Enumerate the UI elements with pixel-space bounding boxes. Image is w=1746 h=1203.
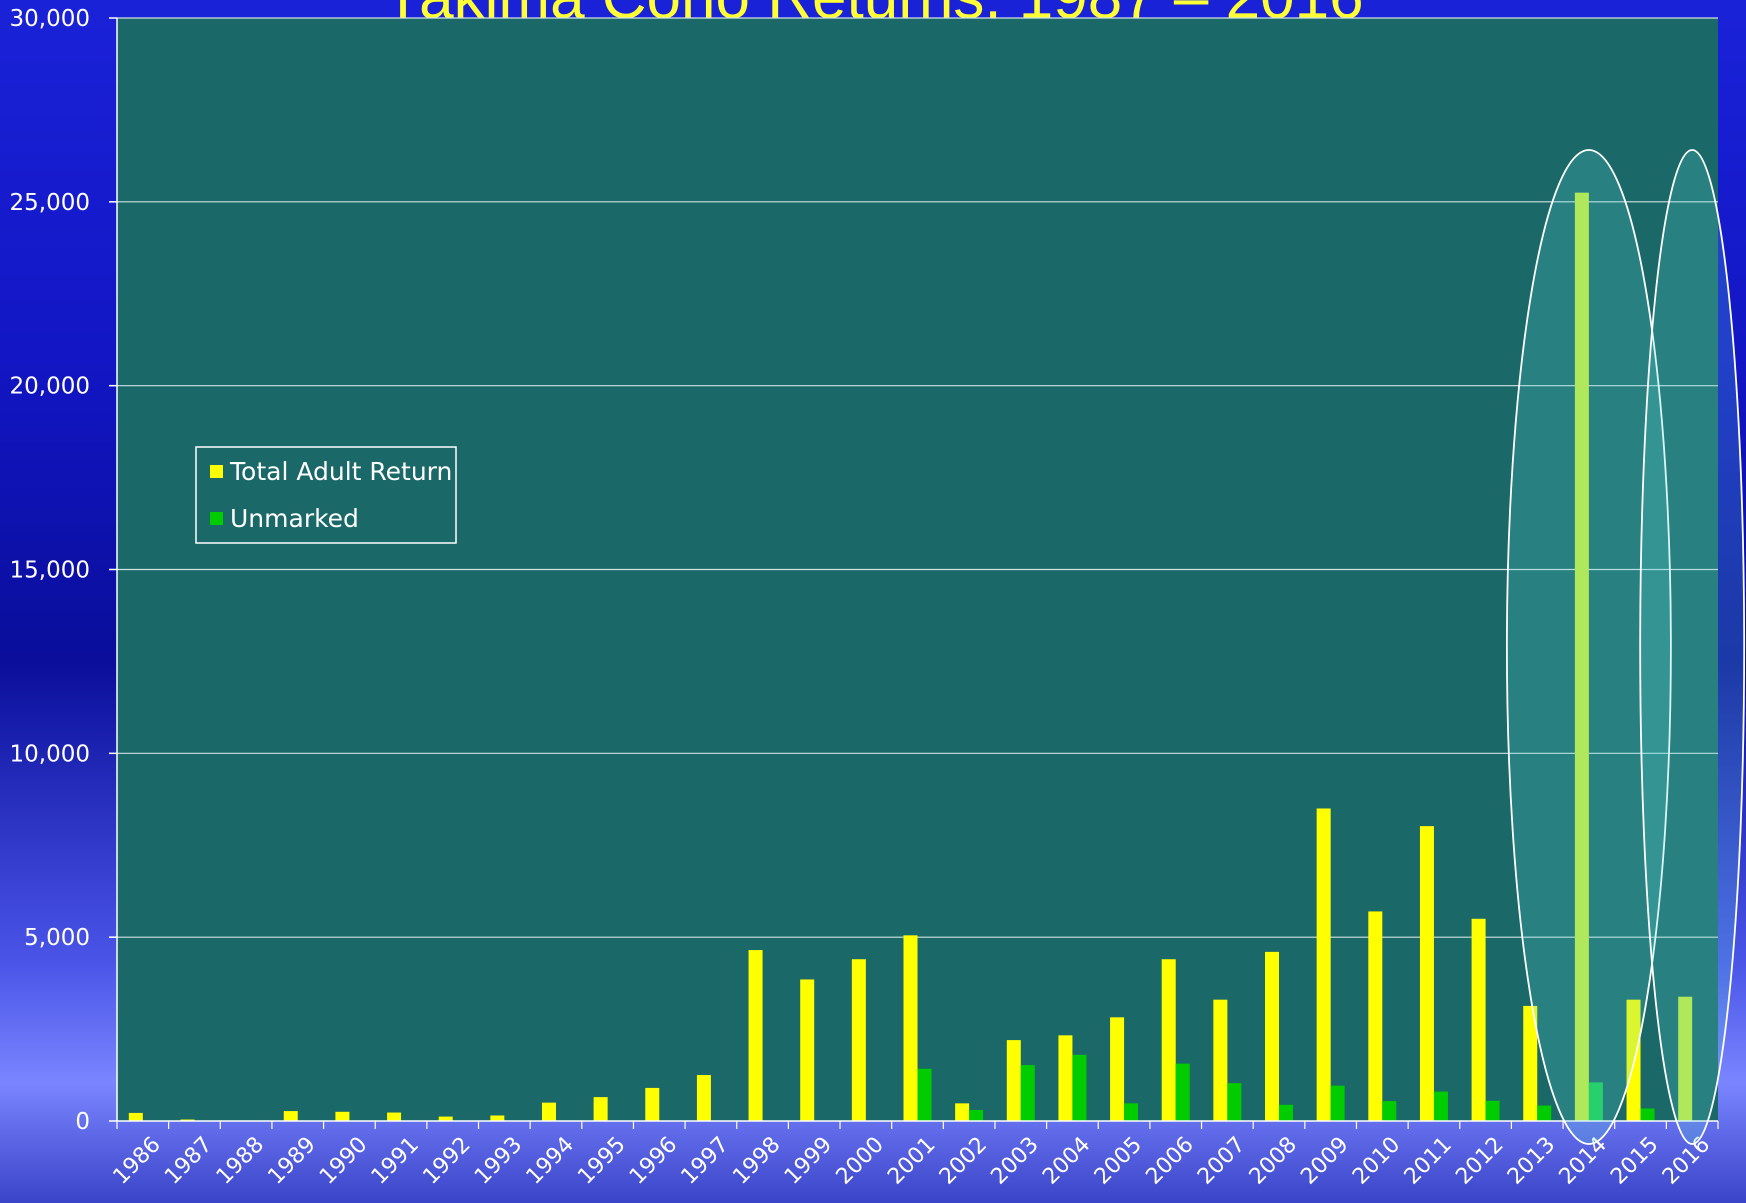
x-tick-label: 2015: [1606, 1132, 1663, 1189]
bar-total-adult-return-1994: [541, 1102, 556, 1121]
bar-unmarked-2013: [1537, 1105, 1552, 1121]
legend-swatch-total-adult-return: [210, 465, 223, 478]
x-tick-label: 2000: [832, 1132, 889, 1189]
legend-box: [195, 446, 457, 544]
x-tick-label: 2006: [1141, 1132, 1198, 1189]
bar-total-adult-return-1995: [593, 1097, 608, 1121]
bar-total-adult-return-2009: [1316, 808, 1331, 1121]
x-tick-label: 1990: [315, 1132, 372, 1189]
bars: [128, 192, 1693, 1121]
x-tick-label: 1996: [625, 1132, 682, 1189]
bar-total-adult-return-1990: [335, 1111, 350, 1121]
highlight-ellipse-2014: [1505, 149, 1672, 1145]
legend: Total Adult Return Unmarked: [195, 446, 457, 544]
x-tick-label: 1995: [573, 1132, 630, 1189]
x-tick-label: 1993: [470, 1132, 527, 1189]
highlight-ellipse-2016: [1639, 149, 1746, 1145]
x-tick-label: 1998: [728, 1132, 785, 1189]
bar-total-adult-return-2012: [1471, 918, 1486, 1121]
bar-total-adult-return-2016: [1678, 996, 1693, 1121]
legend-label-unmarked: Unmarked: [230, 504, 359, 533]
bar-total-adult-return-1986: [128, 1112, 143, 1121]
bar-total-adult-return-2006: [1161, 959, 1176, 1121]
bar-total-adult-return-1998: [748, 950, 763, 1121]
x-tick-label: 2004: [1038, 1132, 1095, 1189]
bar-unmarked-2008: [1279, 1104, 1294, 1121]
bar-unmarked-2003: [1020, 1065, 1035, 1121]
bar-total-adult-return-2001: [903, 935, 918, 1121]
bar-total-adult-return-2004: [1058, 1035, 1073, 1121]
bar-total-adult-return-1991: [387, 1112, 402, 1121]
x-tick-label: 1994: [522, 1132, 579, 1189]
bar-total-adult-return-1992: [438, 1116, 453, 1121]
bar-unmarked-2007: [1227, 1083, 1242, 1121]
bar-total-adult-return-1999: [800, 979, 815, 1121]
x-tick-label: 2003: [987, 1132, 1044, 1189]
x-tick-label: 1988: [212, 1132, 269, 1189]
bar-total-adult-return-1989: [283, 1111, 298, 1121]
x-tick-label: 2011: [1400, 1132, 1457, 1189]
bar-unmarked-2002: [969, 1109, 984, 1121]
x-tick-label: 2005: [1090, 1132, 1147, 1189]
y-tick-label: 10,000: [10, 741, 90, 767]
y-tick-label: 5,000: [24, 925, 90, 951]
x-tick-label: 2008: [1245, 1132, 1302, 1189]
bar-total-adult-return-2008: [1265, 951, 1280, 1121]
bar-unmarked-2010: [1382, 1101, 1397, 1121]
bar-total-adult-return-1996: [645, 1087, 660, 1121]
x-tick-label: 2010: [1348, 1132, 1405, 1189]
bar-unmarked-2001: [917, 1068, 932, 1121]
x-tick-label: 2001: [883, 1132, 940, 1189]
bar-unmarked-2005: [1124, 1103, 1139, 1121]
x-tick-label: 1987: [160, 1132, 217, 1189]
bar-unmarked-2012: [1485, 1100, 1500, 1121]
bar-total-adult-return-2005: [1110, 1017, 1125, 1121]
bar-total-adult-return-2000: [851, 959, 866, 1121]
bar-total-adult-return-2003: [1006, 1040, 1021, 1121]
bar-unmarked-2004: [1072, 1054, 1087, 1121]
bar-total-adult-return-2007: [1213, 999, 1228, 1121]
bar-unmarked-2009: [1330, 1085, 1345, 1121]
bar-total-adult-return-2011: [1419, 826, 1434, 1121]
y-tick-label: 20,000: [10, 374, 90, 400]
bar-unmarked-2011: [1433, 1091, 1448, 1121]
highlight-ellipses: [1505, 149, 1746, 1145]
legend-label-total-adult-return: Total Adult Return: [229, 457, 452, 486]
bar-total-adult-return-1997: [696, 1075, 711, 1121]
x-tick-label: 2013: [1503, 1132, 1560, 1189]
bar-total-adult-return-2002: [955, 1103, 970, 1121]
legend-swatch-unmarked: [210, 512, 223, 525]
y-tick-label: 25,000: [10, 190, 90, 216]
x-tick-label: 1997: [677, 1132, 734, 1189]
x-tick-label: 2009: [1296, 1132, 1353, 1189]
y-tick-label: 15,000: [10, 558, 90, 584]
x-tick-label: 1999: [780, 1132, 837, 1189]
x-tick-label: 1989: [263, 1132, 320, 1189]
bar-total-adult-return-2013: [1523, 1005, 1538, 1121]
y-tick-label: 30,000: [10, 6, 90, 32]
bar-unmarked-2014: [1588, 1082, 1603, 1121]
x-tick-label: 2007: [1193, 1132, 1250, 1189]
bar-total-adult-return-2014: [1574, 192, 1589, 1121]
x-tick-label: 2012: [1451, 1132, 1508, 1189]
bar-unmarked-2006: [1175, 1063, 1190, 1121]
x-tick-label: 1992: [418, 1132, 475, 1189]
x-tick-label: 1986: [109, 1132, 166, 1189]
y-tick-label: 0: [75, 1109, 90, 1135]
x-tick-label: 1991: [367, 1132, 424, 1189]
bar-unmarked-2015: [1640, 1108, 1655, 1121]
x-tick-label: 2002: [935, 1132, 992, 1189]
bar-total-adult-return-1993: [490, 1115, 505, 1121]
bar-total-adult-return-2010: [1368, 911, 1383, 1121]
